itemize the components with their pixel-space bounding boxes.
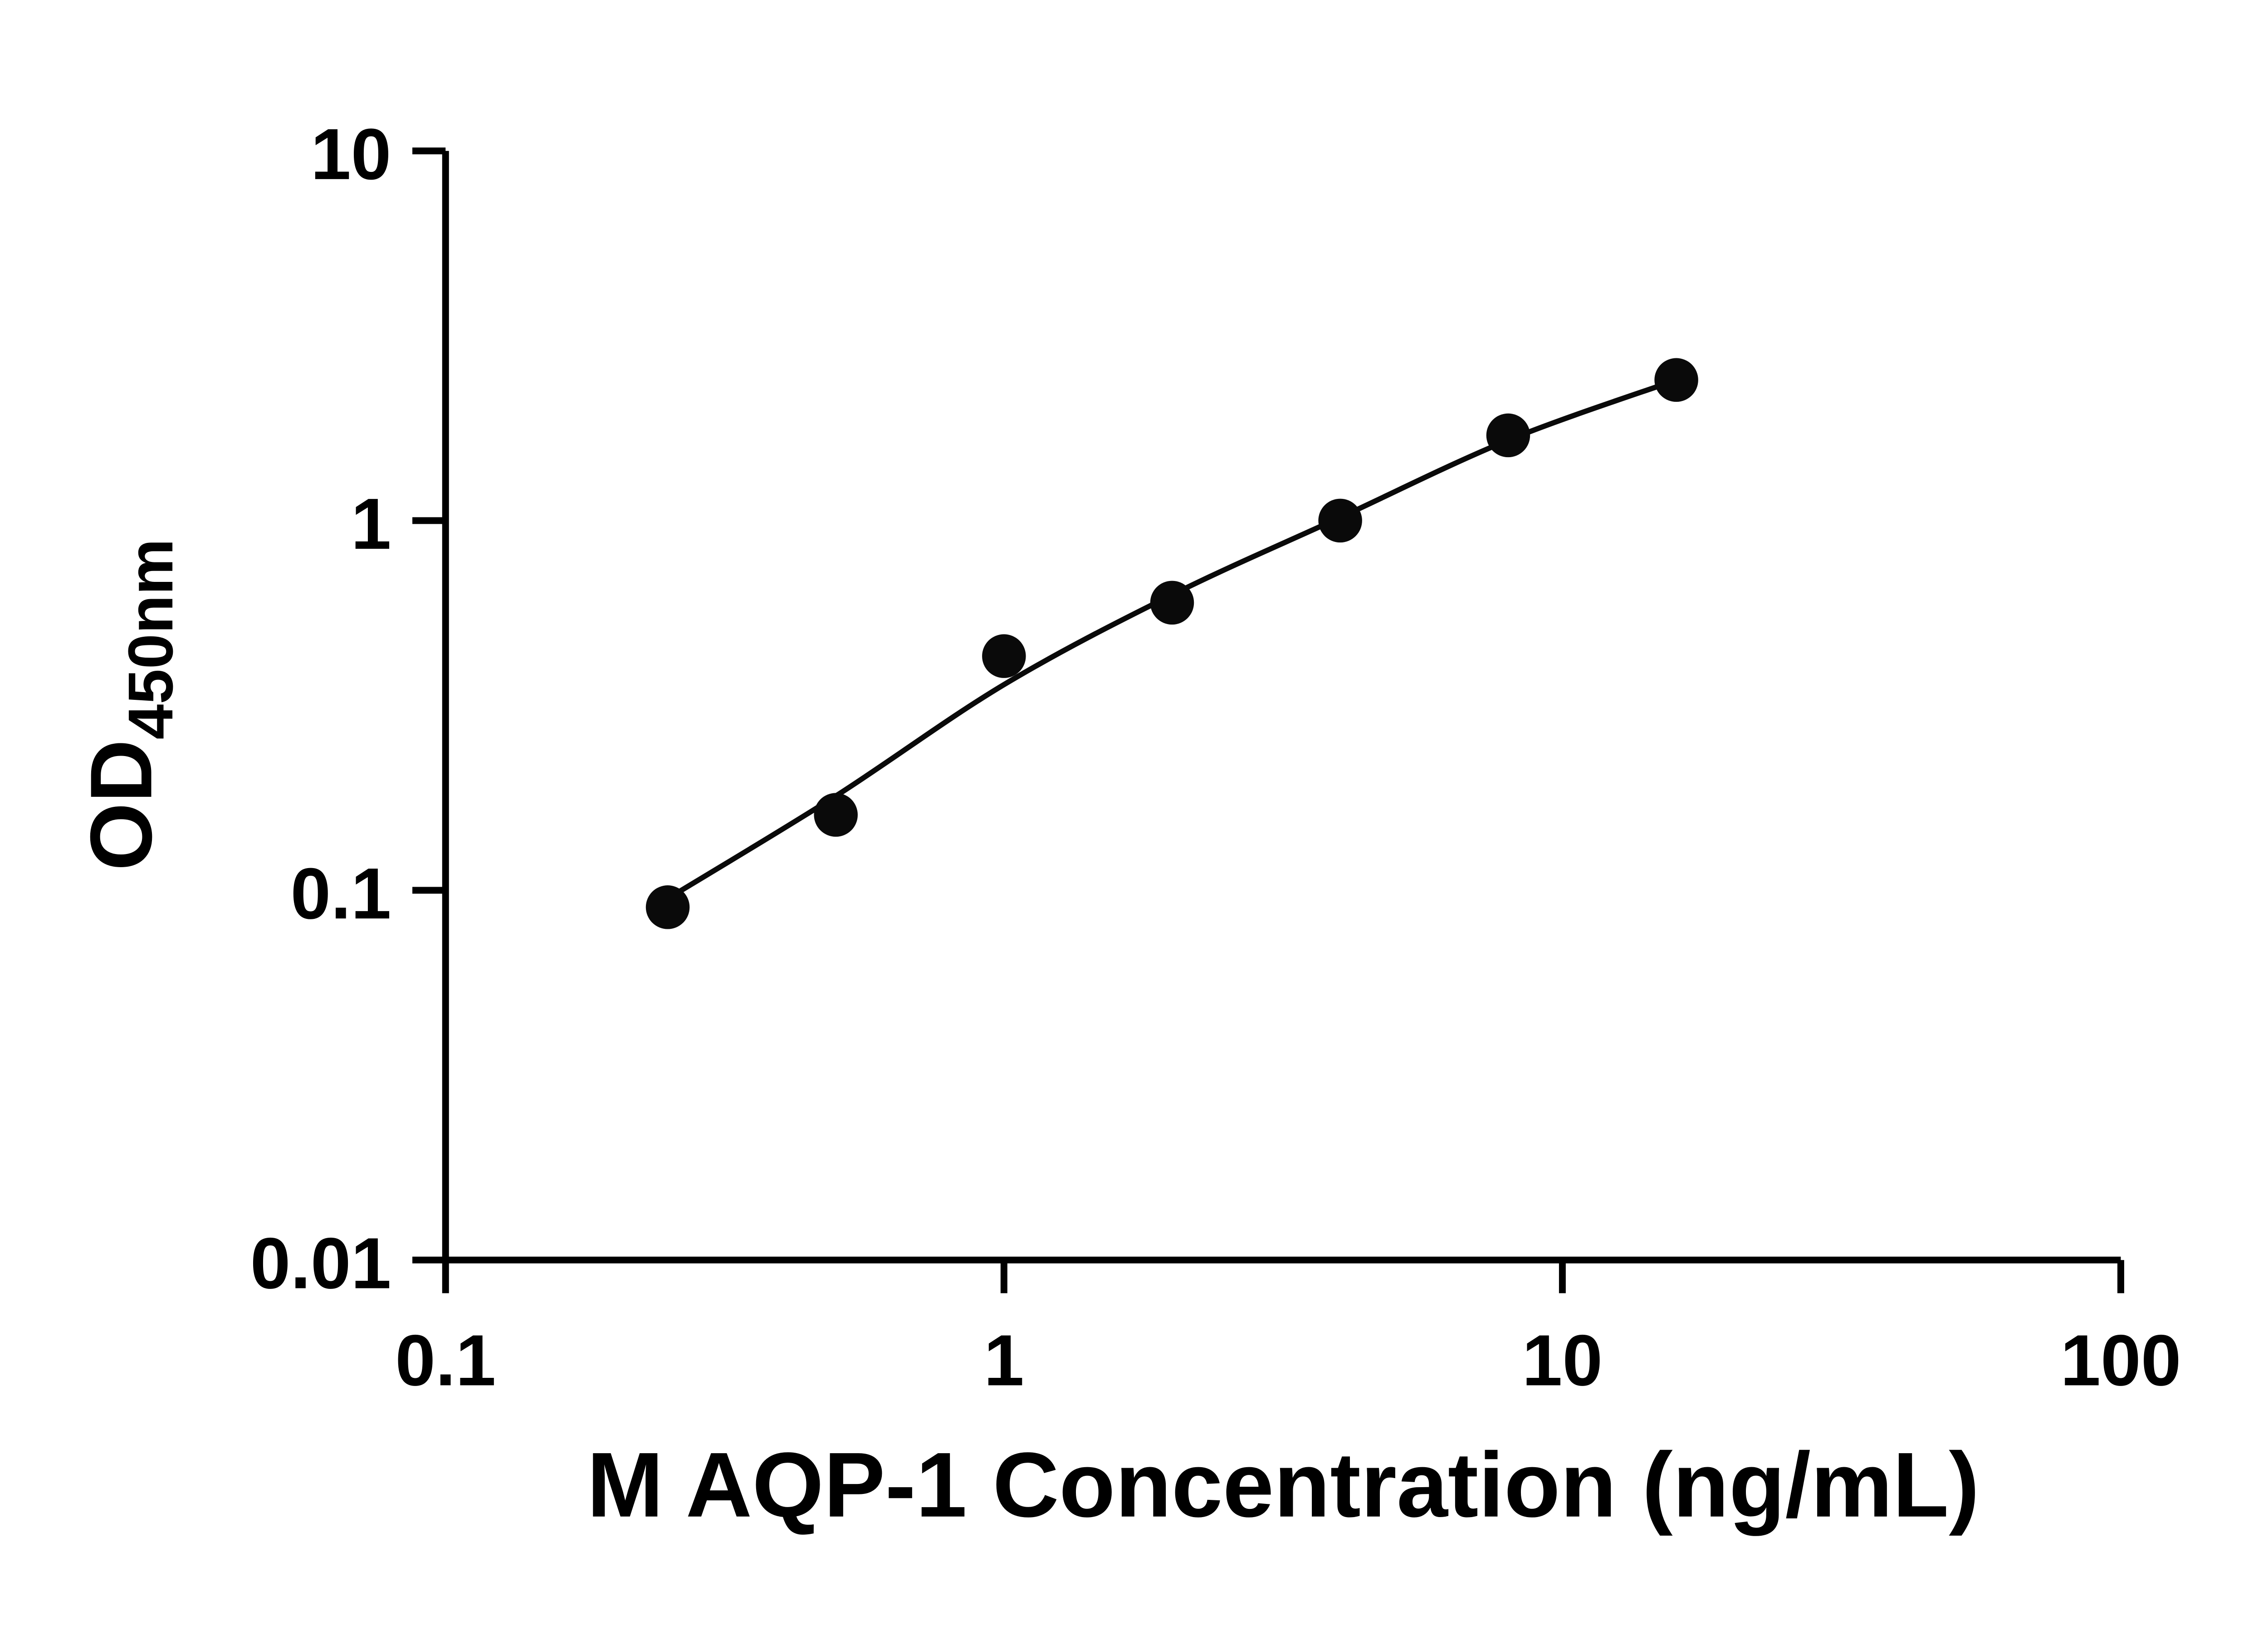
data-point: [1318, 498, 1362, 543]
y-axis-title-main: OD: [72, 739, 170, 870]
x-tick-label: 0.1: [395, 1319, 496, 1401]
x-tick-label: 10: [1522, 1319, 1603, 1401]
data-point: [1150, 581, 1194, 625]
x-axis-title: M AQP-1 Concentration (ng/mL): [587, 1434, 1980, 1537]
data-point: [1654, 358, 1698, 402]
data-point: [982, 634, 1026, 678]
y-tick-label: 1: [351, 483, 391, 564]
y-tick-label: 0.01: [250, 1222, 391, 1303]
data-points-layer: [645, 358, 1698, 929]
data-point: [814, 793, 858, 837]
y-tick-label: 0.1: [290, 853, 391, 934]
y-axis-title-subscript: 450nm: [115, 539, 186, 740]
axes: [442, 151, 2121, 1264]
data-point: [645, 885, 690, 929]
x-tick-label: 1: [984, 1319, 1024, 1401]
data-point: [1486, 413, 1530, 458]
x-tick-label: 100: [2060, 1319, 2181, 1401]
y-tick-label: 10: [311, 113, 391, 195]
y-axis-title: OD450nm: [72, 539, 186, 871]
